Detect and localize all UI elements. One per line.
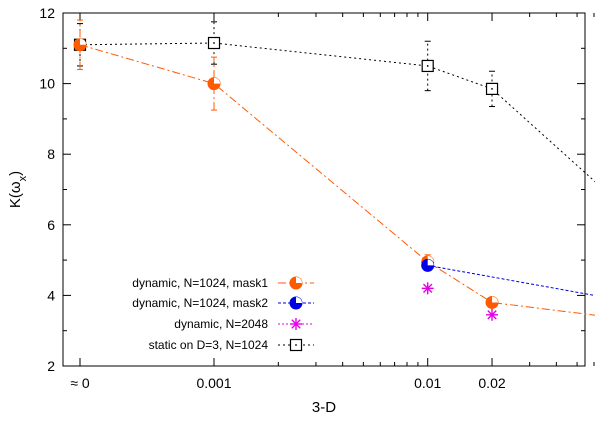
marker-dot bbox=[213, 42, 215, 44]
marker-open-square bbox=[421, 59, 434, 73]
series-layer bbox=[73, 19, 595, 321]
legend-entry: dynamic, N=1024, mask1 bbox=[132, 276, 314, 290]
series-2 bbox=[421, 258, 595, 296]
y-tick-label: 6 bbox=[47, 217, 55, 233]
y-tick-labels: 2 4 6 8 10 12 bbox=[39, 5, 55, 374]
marker-notch bbox=[492, 296, 499, 303]
marker-half-circle-blue bbox=[421, 258, 435, 272]
y-tick-label: 4 bbox=[47, 287, 55, 303]
legend-label: dynamic, N=2048 bbox=[174, 317, 268, 331]
legend-entry: dynamic, N=1024, mask2 bbox=[132, 296, 314, 310]
marker-star-arm bbox=[423, 283, 433, 294]
series-line bbox=[427, 264, 595, 296]
y-tick-label: 2 bbox=[47, 358, 55, 374]
marker-notch bbox=[214, 77, 220, 84]
series-line bbox=[79, 42, 595, 183]
marker-star-arm bbox=[291, 319, 301, 329]
marker-star-arm bbox=[487, 310, 497, 320]
y-axis-title-sub: x bbox=[17, 175, 29, 181]
marker-notch bbox=[427, 259, 434, 266]
x-tick-label: ≈ 0 bbox=[70, 375, 90, 391]
marker-half-circle-orange bbox=[289, 276, 303, 290]
marker-dot bbox=[491, 87, 493, 90]
y-tick-label: 12 bbox=[39, 5, 55, 21]
marker-half-circle-orange bbox=[485, 295, 499, 309]
axis-ticks bbox=[63, 12, 595, 367]
legend: dynamic, N=1024, mask1 dynamic, N=1024, m… bbox=[132, 276, 314, 352]
marker-open-square bbox=[485, 82, 499, 95]
y-axis-title: K(ωx) bbox=[7, 171, 29, 208]
marker-half-circle-blue bbox=[289, 296, 303, 310]
plot-frame bbox=[62, 12, 586, 367]
marker-dot bbox=[295, 344, 297, 346]
marker-star bbox=[290, 318, 302, 330]
marker-half-circle-orange bbox=[73, 38, 87, 52]
marker-star bbox=[486, 308, 499, 321]
x-tick-label: 0.01 bbox=[414, 375, 441, 391]
y-axis-title-main: K(ω bbox=[7, 181, 24, 208]
marker-notch bbox=[296, 277, 302, 283]
marker-notch bbox=[80, 38, 86, 45]
x-tick-label: 0.02 bbox=[478, 375, 505, 391]
marker-star bbox=[421, 282, 434, 295]
legend-label: dynamic, N=1024, mask1 bbox=[132, 276, 268, 290]
x-tick-label: 0.001 bbox=[196, 375, 231, 391]
marker-dot bbox=[426, 65, 429, 67]
marker-open-square bbox=[207, 36, 221, 50]
y-axis-title-close: ) bbox=[7, 171, 24, 176]
y-tick-label: 8 bbox=[47, 146, 55, 162]
legend-label: static on D=3, N=1024 bbox=[149, 338, 269, 352]
x-axis-title: 3-D bbox=[312, 399, 336, 416]
series-3 bbox=[421, 282, 499, 321]
series-line bbox=[79, 44, 595, 316]
y-tick-label: 10 bbox=[39, 76, 55, 92]
marker-notch bbox=[296, 297, 302, 303]
marker-open-square bbox=[289, 338, 303, 352]
legend-entry: static on D=3, N=1024 bbox=[149, 338, 314, 352]
marker-half-circle-orange bbox=[207, 77, 221, 91]
legend-entry: dynamic, N=2048 bbox=[174, 317, 314, 331]
legend-label: dynamic, N=1024, mask2 bbox=[132, 296, 268, 310]
